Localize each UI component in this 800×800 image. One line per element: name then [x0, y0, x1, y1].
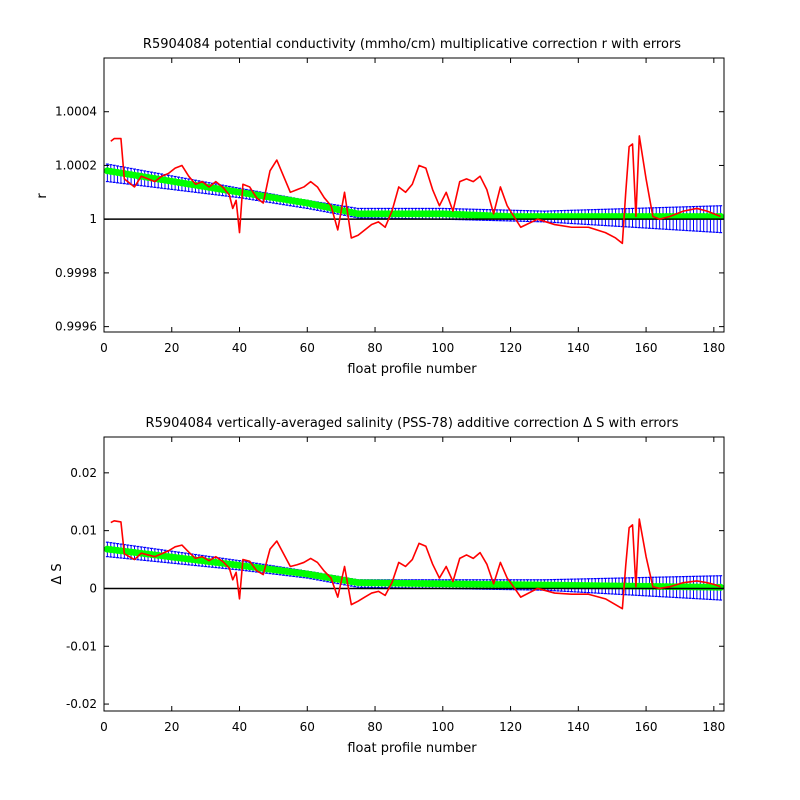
y-tick-label: 1.0004 [55, 105, 97, 119]
y-tick-label: 0.9996 [55, 320, 97, 334]
x-tick-label: 160 [635, 720, 658, 734]
y-tick-label: 0.02 [70, 466, 97, 480]
x-tick-label: 60 [300, 341, 315, 355]
raw-data-line [110, 135, 721, 245]
x-tick-label: 20 [164, 720, 179, 734]
y-tick-label: -0.02 [66, 697, 97, 711]
plot-frame [103, 57, 725, 333]
y-tick-label: 0.01 [70, 524, 97, 538]
x-tick-label: 80 [367, 720, 382, 734]
y-tick-label: 1.0002 [55, 158, 97, 172]
x-tick-label: 140 [567, 720, 590, 734]
top-y-axis-label: r [35, 193, 50, 199]
fit-marker-series [103, 167, 725, 221]
y-tick-label: 1 [89, 212, 97, 226]
bottom-y-axis-label: Δ S [50, 563, 65, 584]
x-tick-label: 60 [300, 720, 315, 734]
bottom-plot-area: 0 20 40 60 80 100 120 140 160 180 -0.02 -0.01 0 0.01 0… [66, 436, 725, 734]
top-plot-area: 0 20 40 60 80 100 120 140 160 180 0.9996 0.9998 1 1.0… [55, 57, 725, 355]
y-tick-label: 0 [89, 581, 97, 595]
x-tick-label: 80 [367, 341, 382, 355]
bottom-x-axis-label: float profile number [347, 741, 477, 756]
plot-frame [103, 436, 725, 712]
bottom-chart-title: R5904084 vertically-averaged salinity (P… [146, 416, 679, 431]
plot-background [104, 437, 724, 711]
x-tick-label: 100 [431, 341, 454, 355]
x-tick-label: 100 [431, 720, 454, 734]
top-x-axis-label: float profile number [347, 362, 477, 377]
x-tick-label: 180 [702, 341, 725, 355]
x-tick-label: 160 [635, 341, 658, 355]
top-chart-title: R5904084 potential conductivity (mmho/cm… [143, 37, 681, 52]
x-tick-label: 0 [100, 720, 108, 734]
x-tick-label: 0 [100, 341, 108, 355]
x-tick-label: 20 [164, 341, 179, 355]
x-tick-label: 40 [232, 341, 247, 355]
x-tick-label: 40 [232, 720, 247, 734]
y-tick-label: 0.9998 [55, 266, 97, 280]
y-tick-label: -0.01 [66, 639, 97, 653]
x-tick-label: 140 [567, 341, 590, 355]
x-tick-label: 120 [499, 341, 522, 355]
x-tick-label: 120 [499, 720, 522, 734]
top-panel: R5904084 potential conductivity (mmho/cm… [35, 37, 725, 377]
fit-marker [717, 583, 725, 591]
raw-data-line [110, 518, 721, 610]
x-tick-label: 180 [702, 720, 725, 734]
bottom-panel: R5904084 vertically-averaged salinity (P… [50, 416, 725, 756]
plot-background [104, 58, 724, 332]
